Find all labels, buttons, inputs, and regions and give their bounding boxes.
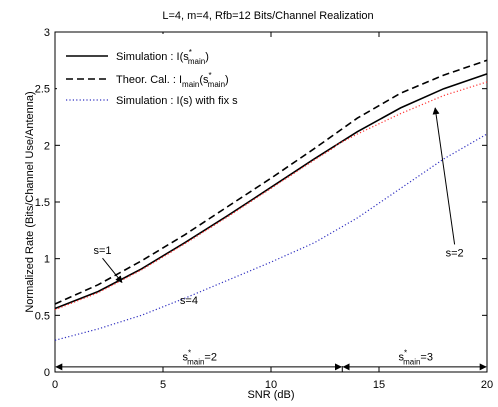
region1-label: s* main=2	[182, 349, 217, 367]
y-tick-label: 2	[44, 140, 50, 152]
s4-label: s=4	[180, 295, 198, 307]
x-tick-label: 10	[265, 379, 277, 391]
annotations: s=1 s=4 s=2 s* main=2 s* main=3	[55, 107, 487, 372]
s2-arrow	[432, 107, 456, 245]
y-tick-label: 3	[44, 27, 50, 39]
series-line-fixed-s2	[335, 81, 488, 146]
region2-label: s* main=3	[398, 349, 433, 367]
x-axis-label: SNR (dB)	[247, 389, 294, 401]
x-tick-label: 5	[160, 379, 166, 391]
series-layer	[54, 59, 488, 341]
y-axis-label: Normalized Rate (Bits/Channel Use/Antenn…	[24, 91, 36, 312]
legend-box	[57, 34, 267, 118]
s1-label: s=1	[93, 245, 111, 257]
series-line-fixed-s1	[54, 145, 337, 311]
legend-entry: Simulation : I(s) with fix s	[116, 95, 238, 107]
legend: Simulation : I(s* main) Theor. Cal. : Imai…	[57, 34, 267, 118]
axis-tick-labels: 0 5 10 15 20 0 0.5 1 1.5 2 2.5 3	[35, 27, 493, 391]
s1-arrow	[102, 257, 123, 284]
series-line-theoretical	[54, 59, 488, 305]
y-tick-label: 2.5	[35, 84, 50, 96]
x-tick-label: 0	[52, 379, 58, 391]
legend-entry: Theor. Cal. : Imain(s* main)	[116, 71, 229, 89]
y-tick-label: 0	[44, 367, 50, 379]
x-tick-label: 20	[481, 379, 493, 391]
chart-title: L=4, m=4, Rfb=12 Bits/Channel Realizatio…	[162, 10, 373, 22]
x-tick-label: 15	[373, 379, 385, 391]
s2-label: s=2	[446, 247, 464, 259]
series-line-fixed-s4	[54, 133, 488, 341]
y-tick-label: 0.5	[35, 310, 50, 322]
series-line-simulation	[54, 73, 488, 310]
legend-entry: Simulation : I(s* main)	[116, 48, 209, 66]
y-tick-label: 1	[44, 254, 50, 266]
y-tick-label: 1.5	[35, 197, 50, 209]
